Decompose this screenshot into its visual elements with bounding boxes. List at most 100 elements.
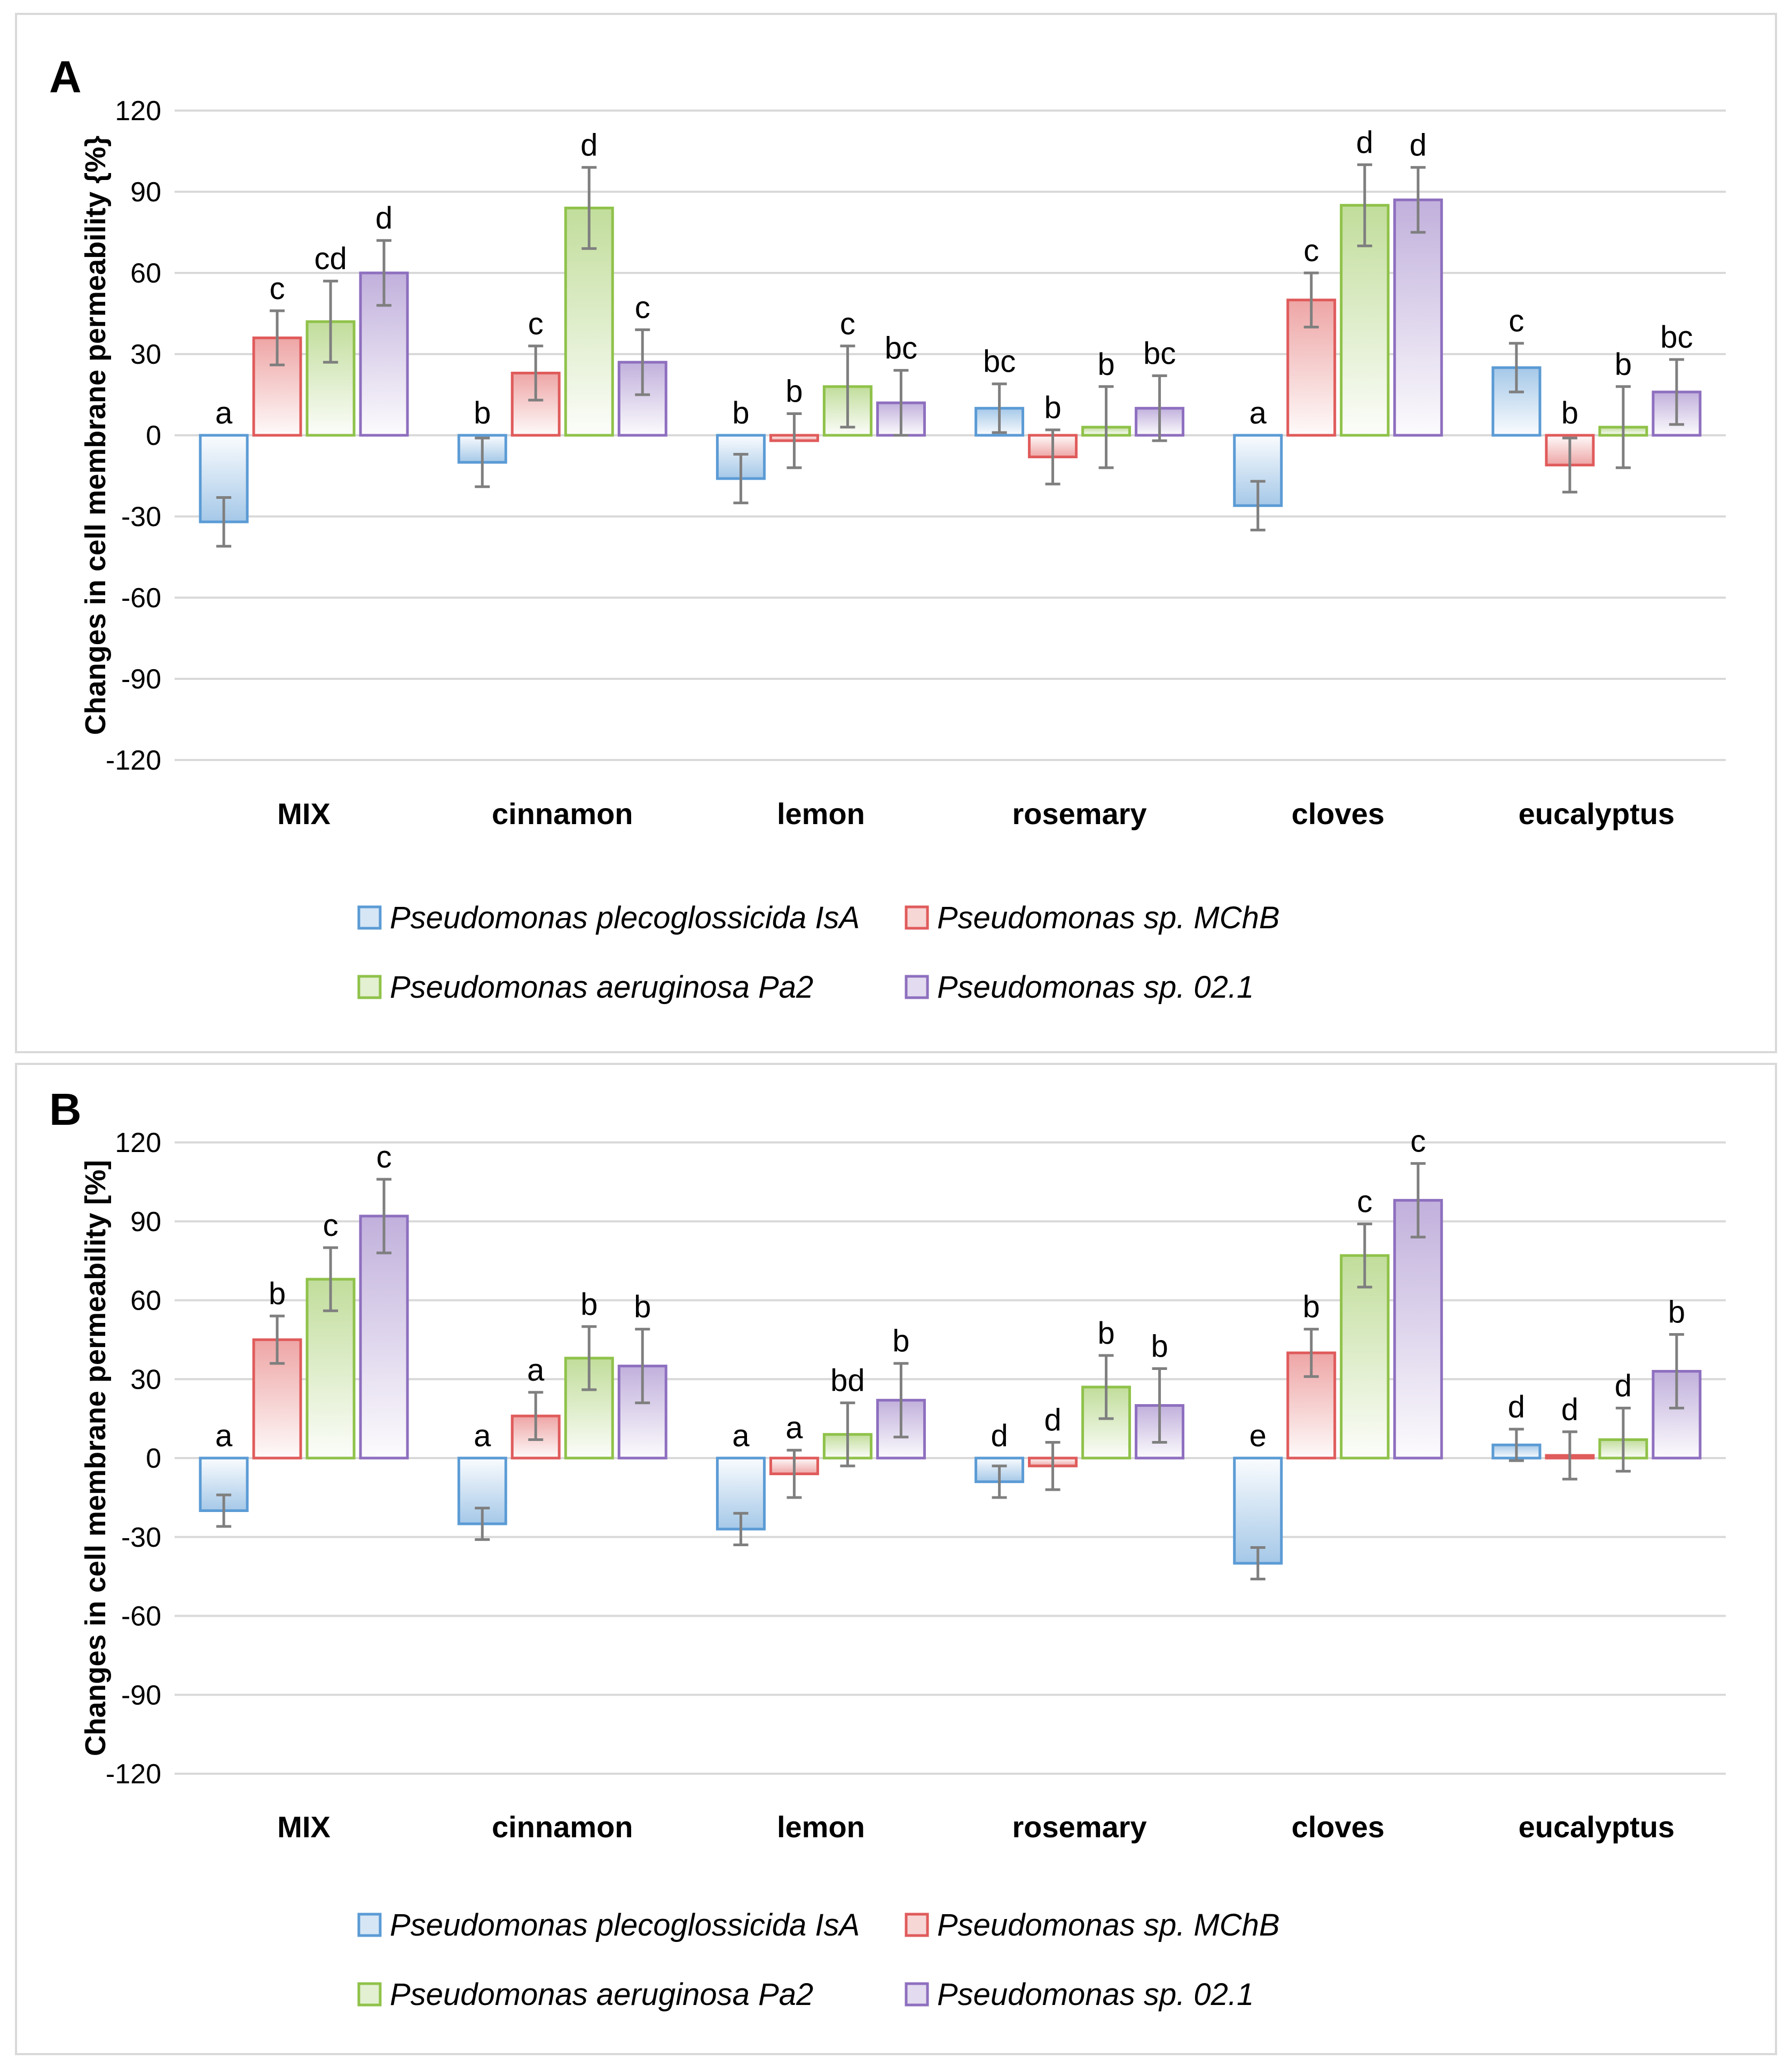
y-tick-label: 90 [130,1207,161,1237]
y-tick-label: 0 [146,1443,161,1474]
y-tick-label: -60 [121,1601,161,1632]
significance-letter: d [1410,128,1427,162]
bar [359,1215,409,1460]
legend-label: Pseudomonas plecoglossicida IsA [390,900,860,935]
significance-letter: a [732,1419,750,1453]
significance-letter: c [528,307,544,341]
significance-letter: b [1097,347,1114,382]
significance-letter: c [1357,1185,1372,1219]
significance-letter: b [269,1276,286,1311]
legend-swatch [357,905,382,930]
y-axis-title: Changes in cell membrane permeability {%… [80,136,112,735]
panel-label: A [49,52,82,102]
significance-letter: b [892,1324,909,1359]
y-tick-label: -30 [121,1522,161,1553]
y-tick-label: -30 [121,502,161,532]
category-label: cloves [1292,797,1385,831]
y-tick-label: -90 [121,1680,161,1711]
legend-label: Pseudomonas sp. MChB [937,900,1280,935]
category-label: cinnamon [492,1810,633,1844]
panel-label: B [49,1084,82,1134]
significance-letter: bc [983,344,1016,379]
significance-letter: d [1356,125,1373,160]
category-label: cloves [1292,1810,1385,1844]
legend-label: Pseudomonas aeruginosa Pa2 [390,970,813,1005]
significance-letter: a [785,1411,803,1445]
significance-letter: a [215,396,233,430]
significance-letter: b [1303,1290,1320,1325]
legend-label: Pseudomonas sp. MChB [937,1908,1280,1942]
category-label: MIX [277,1810,331,1844]
panel-a: A 120 90 60 30 0 -30 -60 -90 -120 Changes in cell … [15,13,1777,1053]
significance-letter: c [323,1208,339,1243]
significance-letter: c [1410,1124,1426,1158]
significance-letter: a [527,1353,545,1388]
category-label: eucalyptus [1519,1810,1675,1844]
legend-label: Pseudomonas aeruginosa Pa2 [390,1977,813,2012]
legend-label: Pseudomonas sp. 02.1 [937,970,1254,1005]
significance-letter: d [1508,1390,1525,1424]
bar [305,1278,356,1460]
y-tick-label: -90 [121,664,161,695]
significance-letter: e [1249,1419,1267,1453]
bar [1393,198,1443,437]
significance-letter: bc [1143,336,1176,371]
significance-letter: a [474,1419,491,1453]
significance-letter: d [580,128,598,162]
legend-swatch [905,975,929,999]
legend-swatch [357,1913,382,1937]
significance-letter: a [1249,396,1267,430]
legend-label: Pseudomonas sp. 02.1 [937,1977,1254,2012]
y-tick-label: 60 [130,1286,161,1317]
significance-letter: cd [314,241,347,276]
chart-a: A 120 90 60 30 0 -30 -60 -90 -120 Changes in cell … [49,52,1726,1005]
significance-letter: c [270,271,285,306]
legend-swatch [357,1982,382,2007]
legend-swatch [905,1913,929,1937]
bar [974,1456,1025,1483]
legend-label: Pseudomonas plecoglossicida IsA [390,1908,860,1942]
y-tick-label: 60 [130,258,161,289]
significance-letter: a [215,1419,233,1453]
category-label: eucalyptus [1519,797,1675,831]
significance-letter: bc [1660,320,1693,355]
significance-letter: c [376,1140,392,1174]
bar [1393,1198,1443,1460]
legend-swatch [905,1982,929,2007]
y-tick-label: -120 [106,1759,161,1790]
category-label: rosemary [1012,1810,1146,1844]
significance-letter: d [1561,1392,1578,1427]
legend-swatch [905,905,929,930]
significance-letter: b [785,374,803,409]
y-axis-title: Changes in cell membrane permeability [%… [80,1160,112,1756]
significance-letter: bc [885,331,917,365]
category-label: cinnamon [492,797,633,831]
significance-letter: d [1044,1403,1061,1437]
category-label: lemon [777,1810,865,1844]
significance-letter: d [991,1419,1008,1453]
category-label: rosemary [1012,797,1146,831]
y-tick-label: 120 [115,96,161,127]
significance-letter: c [840,307,855,341]
category-label: MIX [277,797,331,831]
significance-letter: b [1044,390,1061,425]
significance-letter: b [634,1290,651,1325]
significance-letter: bd [830,1364,865,1398]
significance-letter: b [580,1287,598,1322]
significance-letter: b [1097,1316,1114,1351]
legend-swatch [357,975,382,999]
significance-letter: d [375,201,392,236]
panel-b: B 120 90 60 30 0 -30 -60 -90 -120 Changes in cell … [15,1063,1777,2055]
significance-letter: c [635,290,650,325]
significance-letter: b [732,396,749,430]
y-tick-label: 30 [130,339,161,370]
significance-letter: b [1615,347,1632,382]
y-tick-label: 0 [146,420,161,451]
significance-letter: c [1303,233,1319,268]
significance-letter: b [1561,396,1578,430]
y-tick-label: -60 [121,583,161,614]
significance-letter: b [1668,1295,1685,1330]
significance-letter: d [1615,1368,1632,1403]
y-tick-label: -120 [106,745,161,776]
